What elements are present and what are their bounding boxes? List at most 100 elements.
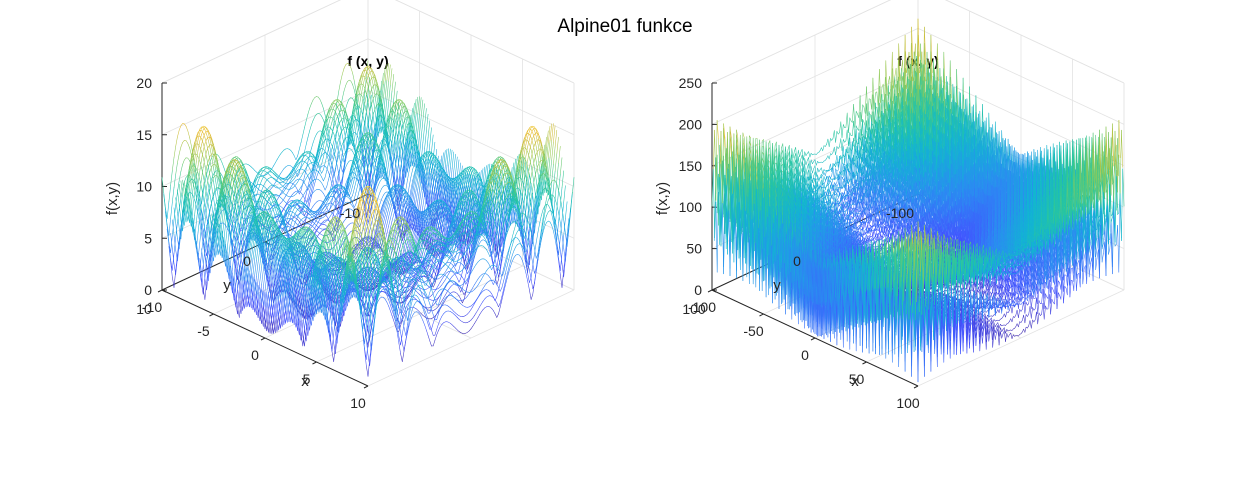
surface-mesh-line: [299, 176, 302, 180]
surface-mesh-line: [343, 133, 346, 144]
surface-mesh-line: [379, 188, 382, 193]
surface-mesh-line: [304, 215, 307, 218]
surface-mesh-line: [295, 207, 298, 210]
surface-mesh-line: [348, 222, 352, 225]
surface-mesh-line: [278, 187, 281, 191]
surface-mesh-line: [319, 99, 322, 104]
surface-mesh-line: [275, 185, 278, 187]
surface-mesh-line: [319, 166, 322, 170]
surface-mesh-line: [335, 98, 338, 101]
surface-mesh-line: [177, 189, 180, 205]
surface-mesh-line: [319, 227, 322, 230]
surface-mesh-line: [355, 116, 358, 129]
surface-mesh-line: [287, 201, 290, 204]
surface-mesh-line: [338, 148, 341, 156]
subplot-1-surface: [161, 60, 575, 377]
surface-mesh-line: [350, 80, 353, 85]
surface-mesh-line: [290, 218, 293, 221]
surface-mesh-line: [293, 217, 297, 219]
surface-mesh-line: [323, 193, 326, 197]
surface-mesh-line: [343, 85, 346, 92]
surface-mesh-line: [347, 160, 350, 164]
surface-mesh-line: [321, 190, 324, 194]
surface-mesh-line: [295, 191, 298, 195]
surface-mesh-line: [268, 180, 271, 184]
surface-mesh-line: [312, 190, 316, 193]
surface-mesh-line: [309, 214, 312, 217]
surface-mesh-line: [225, 224, 228, 229]
surface-mesh-line: [290, 194, 293, 197]
surface-mesh-line: [178, 171, 182, 181]
surface-mesh-line: [328, 118, 331, 126]
box-top-right: [394, 0, 575, 84]
surface-mesh-line: [336, 90, 340, 102]
surface-mesh-line: [321, 153, 324, 157]
surface-mesh-line: [166, 201, 170, 219]
surface-mesh-line: [360, 76, 364, 85]
surface-mesh-line: [352, 98, 355, 102]
surface-mesh-line: [300, 173, 304, 177]
surface-mesh-line: [201, 226, 204, 238]
surface-mesh-line: [168, 246, 171, 262]
surface-mesh-line: [280, 186, 283, 189]
surface-mesh-line: [311, 99, 314, 104]
surface-mesh-line: [321, 141, 324, 147]
surface-mesh-line: [166, 228, 170, 245]
surface-mesh-line: [211, 186, 214, 199]
surface-mesh-line: [287, 148, 290, 150]
surface-mesh-line: [278, 203, 281, 206]
surface-mesh-line: [281, 228, 285, 233]
surface-mesh-line: [340, 74, 343, 83]
surface-mesh-line: [173, 204, 176, 221]
surface-mesh-line: [343, 64, 346, 69]
surface-mesh-line: [295, 155, 298, 160]
surface-mesh-line: [300, 158, 304, 167]
surface-mesh-line: [331, 164, 334, 172]
surface-mesh-line: [369, 150, 372, 158]
surface-mesh-line: [280, 179, 283, 182]
surface-mesh-line: [257, 204, 261, 207]
surface-mesh-line: [190, 189, 194, 207]
surface-mesh-line: [208, 161, 211, 168]
surface-mesh-line: [398, 98, 401, 101]
surface-mesh-line: [228, 218, 231, 225]
surface-mesh-line: [283, 193, 286, 196]
surface-mesh-line: [257, 176, 261, 182]
surface-mesh-line: [304, 182, 307, 187]
surface-mesh-line: [173, 263, 176, 275]
surface-mesh-line: [281, 149, 285, 153]
surface-mesh-line: [415, 96, 419, 115]
surface-mesh-line: [314, 114, 317, 117]
surface-mesh-line: [271, 165, 274, 169]
surface-mesh-line: [299, 226, 302, 229]
surface-mesh-line: [283, 200, 286, 203]
surface-mesh-line: [276, 174, 279, 177]
surface-mesh-line: [283, 205, 286, 209]
surface-mesh-line: [271, 169, 274, 172]
surface-mesh-line: [324, 131, 328, 140]
surface-mesh-line: [197, 213, 201, 224]
surface-mesh-line: [319, 189, 322, 192]
surface-mesh-line: [369, 94, 372, 113]
surface-mesh-line: [304, 211, 307, 216]
surface-mesh-line: [352, 178, 355, 187]
surface-mesh-line: [304, 120, 307, 128]
surface-mesh-line: [323, 138, 326, 147]
surface-mesh-line: [420, 99, 424, 117]
surface-mesh-line: [422, 103, 425, 121]
surface-mesh-line: [300, 134, 304, 143]
surface-mesh-line: [254, 186, 257, 193]
surface-mesh-line: [347, 79, 350, 82]
surface-mesh-line: [172, 219, 175, 235]
surface-mesh-line: [276, 196, 279, 201]
surface-mesh-line: [223, 223, 226, 226]
surface-mesh-line: [209, 157, 213, 162]
surface-mesh-line: [199, 200, 202, 211]
surface-mesh-line: [347, 98, 350, 104]
surface-mesh-line: [350, 194, 353, 200]
surface-mesh-line: [268, 209, 271, 214]
surface-mesh-line: [345, 163, 348, 168]
surface-mesh-line: [204, 174, 207, 184]
surface-mesh-line: [323, 108, 326, 116]
surface-mesh-line: [372, 97, 376, 111]
